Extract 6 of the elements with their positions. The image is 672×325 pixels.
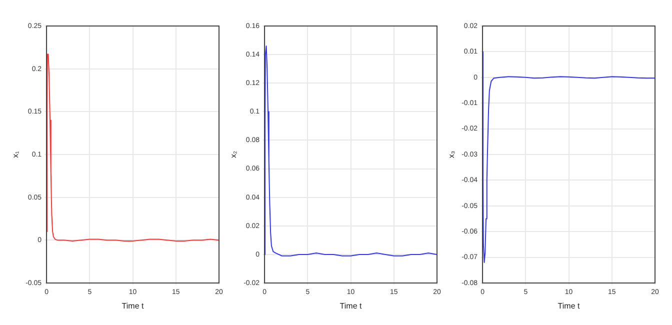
y-axis-title: x₂ — [229, 150, 238, 158]
x-axis-title: Time t — [122, 301, 145, 310]
y-axis-title: x₃ — [447, 150, 456, 158]
y-axis-title: x₁ — [11, 150, 20, 158]
x-axis-title: Time t — [340, 301, 363, 310]
x-axis-title: Time t — [558, 301, 581, 310]
